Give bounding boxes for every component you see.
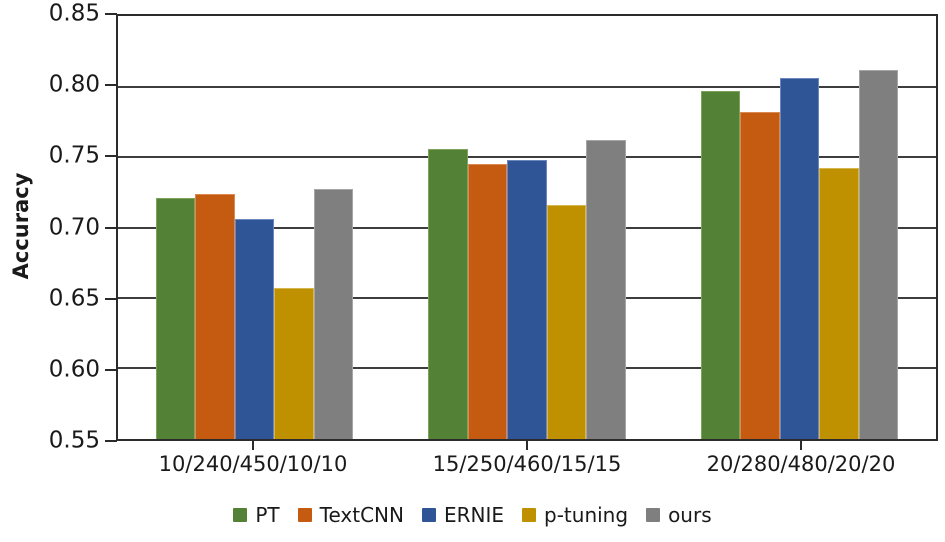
y-tick-mark xyxy=(105,440,117,442)
x-tick-mark xyxy=(526,441,528,450)
legend-label: PT xyxy=(255,503,280,527)
legend-swatch xyxy=(297,508,312,522)
x-tick-mark xyxy=(252,441,254,450)
y-tick-mark xyxy=(105,13,117,15)
bar-p-tuning xyxy=(274,288,314,439)
plot-area xyxy=(116,14,938,441)
legend-item-p-tuning: p-tuning xyxy=(522,505,628,525)
bar-ours xyxy=(313,189,354,439)
x-tick-mark xyxy=(800,441,802,450)
legend-item-textcnn: TextCNN xyxy=(297,503,404,527)
legend-item-ours: ours xyxy=(646,505,712,525)
bar-p-tuning xyxy=(819,168,859,439)
legend-label: ERNIE xyxy=(443,503,505,527)
bar-groups-container xyxy=(118,16,936,439)
y-tick-mark xyxy=(105,155,117,158)
bar-textcnn xyxy=(467,164,508,439)
gridline xyxy=(118,155,936,158)
y-tick-mark xyxy=(105,84,117,87)
bar-pt xyxy=(155,197,196,439)
legend-label: TextCNN xyxy=(319,503,404,527)
x-tick-label: 20/280/480/20/20 xyxy=(706,452,896,476)
legend-item-ernie: ERNIE xyxy=(421,503,505,527)
bar-textcnn xyxy=(195,193,235,439)
legend-item-pt: PT xyxy=(233,503,280,527)
y-tick-mark xyxy=(105,297,117,300)
legend: PT TextCNN ERNIE p-tuning ours xyxy=(0,505,945,525)
bar-p-tuning xyxy=(546,204,587,439)
bar-group xyxy=(118,16,391,439)
bar-group xyxy=(391,16,664,439)
y-tick-label: 0.55 xyxy=(48,427,100,454)
x-tick-label: 15/250/460/15/15 xyxy=(432,452,622,476)
gridline xyxy=(118,85,936,88)
bar-textcnn xyxy=(740,111,780,439)
legend-label: p-tuning xyxy=(544,503,629,527)
legend-swatch xyxy=(646,508,661,522)
bar-ernie xyxy=(234,219,275,439)
bar-ernie xyxy=(779,78,820,439)
y-tick-label: 0.70 xyxy=(48,214,100,240)
x-tick-label: 10/240/450/10/10 xyxy=(158,452,348,476)
y-tick-label: 0.85 xyxy=(48,0,100,27)
bar-group xyxy=(663,16,936,439)
bar-ernie xyxy=(507,159,547,439)
legend-swatch xyxy=(233,508,248,522)
legend-swatch xyxy=(421,508,436,522)
y-tick-mark xyxy=(105,368,117,371)
bar-pt xyxy=(428,148,468,439)
y-tick-label: 0.60 xyxy=(48,356,100,383)
y-tick-label: 0.80 xyxy=(48,71,100,98)
bar-ours xyxy=(586,140,626,439)
y-tick-label: 0.65 xyxy=(48,285,100,312)
legend-swatch xyxy=(522,508,537,522)
y-tick-label: 0.75 xyxy=(48,142,100,169)
y-tick-mark xyxy=(105,226,117,229)
legend-label: ours xyxy=(668,503,712,527)
bar-ours xyxy=(858,69,899,439)
bar-pt xyxy=(700,90,741,439)
